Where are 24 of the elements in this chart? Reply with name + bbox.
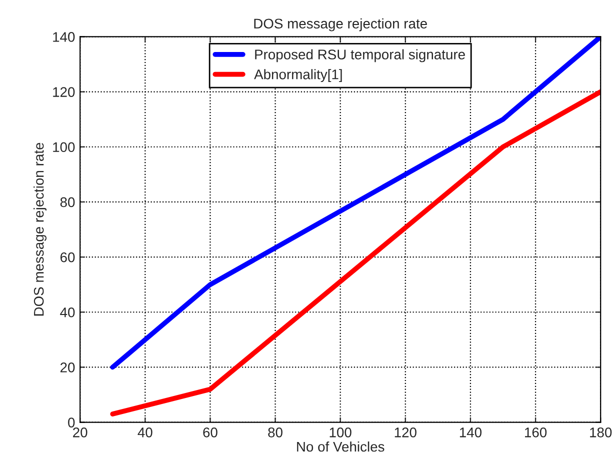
y-axis-title: DOS message rejection rate <box>34 142 46 316</box>
x-tick-label: 140 <box>460 428 482 438</box>
y-tick-label: 100 <box>53 142 75 152</box>
y-tick-label: 80 <box>60 197 75 208</box>
y-tick-label: 140 <box>53 32 75 42</box>
chart-title: DOS message rejection rate <box>254 18 427 32</box>
x-tick-label: 20 <box>73 428 88 438</box>
x-axis-title: No of Vehicles <box>297 441 384 452</box>
legend-label: Abnormality[1] <box>254 69 342 82</box>
y-tick-label: 60 <box>60 252 75 262</box>
line-series <box>110 89 601 416</box>
y-tick-label: 120 <box>53 87 75 97</box>
x-tick-label: 60 <box>203 428 218 438</box>
y-tick-label: 40 <box>60 307 75 318</box>
line-series <box>110 36 601 370</box>
x-tick-label: 180 <box>590 428 612 438</box>
y-tick-label: 0 <box>68 418 75 428</box>
x-tick-label: 100 <box>330 428 352 438</box>
x-tick-label: 160 <box>525 428 547 438</box>
x-tick-label: 40 <box>138 428 152 438</box>
legend-label: Proposed RSU temporal signature <box>255 49 465 62</box>
x-tick-label: 80 <box>268 428 282 438</box>
x-tick-label: 120 <box>394 428 416 438</box>
y-tick-label: 20 <box>60 362 75 372</box>
